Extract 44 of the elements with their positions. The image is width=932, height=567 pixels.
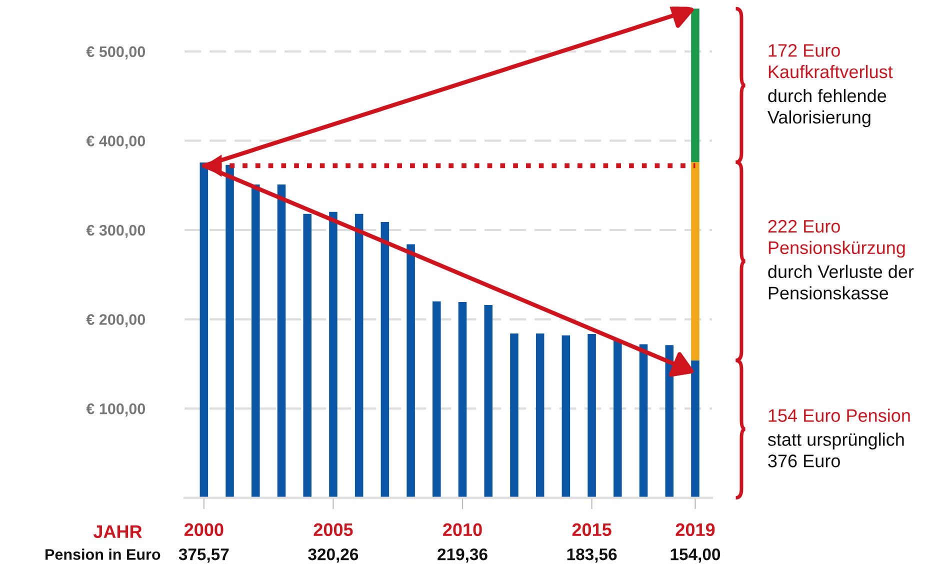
text: statt ursprünglich 376 Euro <box>768 432 904 468</box>
y-tick-label: € 400,00 <box>86 136 146 149</box>
data-label: 320,26 <box>308 548 358 563</box>
text: 172 Euro Kaufkraftverlust <box>768 44 893 78</box>
x-tick-label: 2015 <box>572 523 612 536</box>
bar <box>484 304 493 498</box>
bar <box>458 302 467 498</box>
x-tick-label: 2019 <box>676 523 715 536</box>
bar <box>200 162 208 498</box>
data-label: 375,57 <box>178 548 229 563</box>
bar <box>639 344 648 498</box>
y-tick-label: € 100,00 <box>86 403 146 416</box>
x-tick-label: 2000 <box>184 523 224 536</box>
text: durch fehlende Valorisierung <box>768 88 886 128</box>
data-label: 154,00 <box>670 548 720 563</box>
text: Pension in Euro <box>46 548 160 560</box>
bar <box>354 214 364 498</box>
y-tick-label: € 200,00 <box>86 314 146 328</box>
text: 222 Euro Pensionskürzung <box>768 220 905 258</box>
data-label: 219,36 <box>438 548 488 563</box>
bar <box>691 162 700 360</box>
x-tick-label: 2005 <box>314 523 353 536</box>
bar <box>562 335 570 498</box>
y-tick-label: € 300,00 <box>86 224 146 238</box>
bar <box>691 360 700 498</box>
bar <box>380 222 390 498</box>
bar <box>536 334 544 498</box>
x-tick-label: 2010 <box>443 523 482 536</box>
bar <box>614 340 622 498</box>
bar <box>226 164 234 498</box>
bar <box>406 244 415 498</box>
bar <box>432 301 441 498</box>
bar <box>303 214 312 498</box>
bar <box>510 334 518 498</box>
x-axis-title: JAHR <box>93 525 142 538</box>
bar <box>588 334 596 498</box>
y-tick-label: € 500,00 <box>86 46 146 60</box>
bar <box>252 184 260 498</box>
text: durch Verluste der Pensionskasse <box>768 264 914 300</box>
bar <box>277 184 286 498</box>
data-label: 183,56 <box>567 548 617 563</box>
bar <box>329 212 338 498</box>
text: 154 Euro Pension <box>768 408 910 422</box>
bar <box>691 8 700 162</box>
